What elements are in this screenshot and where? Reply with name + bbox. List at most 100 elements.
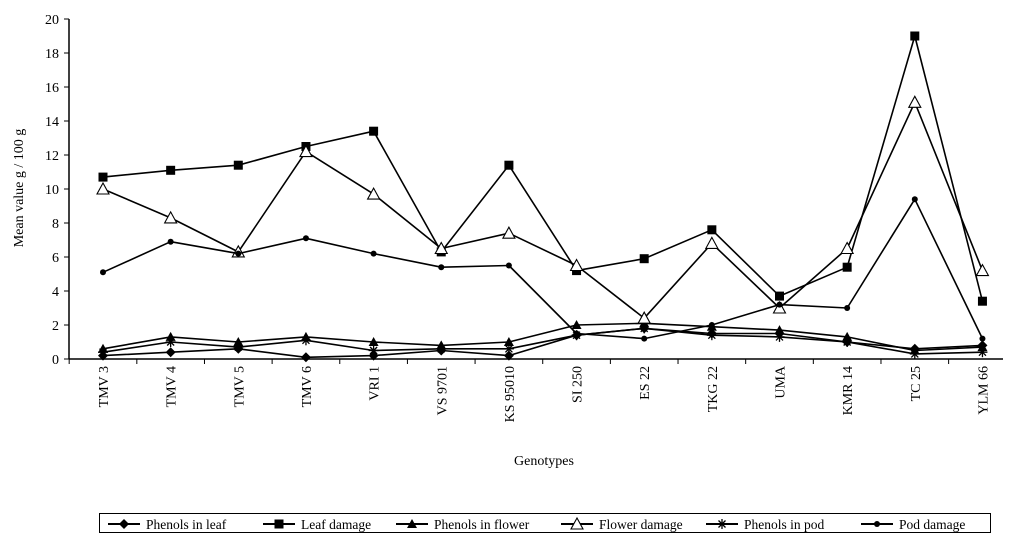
y-axis-label: Mean value g / 100 g	[12, 129, 27, 248]
data-point-flower-damage	[434, 241, 449, 255]
data-point-pod-damage	[573, 330, 580, 337]
y-tick-label: 8	[52, 217, 59, 232]
data-point-leaf-damage	[977, 296, 987, 306]
data-point-pod-damage	[505, 262, 512, 269]
legend-marker-pod-damage	[874, 521, 880, 527]
legend-entry-leaf-damage: Leaf damage	[263, 517, 371, 532]
data-point-phenols-in-pod	[977, 347, 988, 358]
data-point-phenols-in-pod	[233, 342, 244, 353]
data-point-flower-damage	[704, 236, 719, 249]
legend-label: Phenols in flower	[434, 517, 530, 532]
data-point-phenols-in-pod	[300, 335, 311, 346]
x-tick-label: UMA	[774, 365, 789, 399]
data-point-phenols-in-pod	[503, 343, 514, 354]
legend-entry-phenols-in-leaf: Phenols in leaf	[108, 517, 227, 532]
data-point-pod-damage	[235, 250, 242, 257]
x-axis-label: Genotypes	[514, 454, 574, 469]
data-point-phenols-in-leaf	[165, 347, 176, 358]
y-tick-label: 2	[52, 319, 59, 334]
data-point-leaf-damage	[842, 262, 852, 272]
series-line-phenols-in-flower	[102, 322, 983, 352]
data-point-flower-damage	[96, 181, 110, 195]
data-point-leaf-damage	[233, 160, 243, 170]
axes: 0 2 4 6 8 10 12 14 16 18 20 TMV 3 TMV 4 TMV 5 TMV 6 VRI…	[45, 13, 1003, 422]
data-point-flower-damage	[501, 226, 516, 239]
legend: Phenols in leaf Leaf damage Phenols in flo…	[99, 513, 991, 533]
data-point-phenols-in-pod	[639, 323, 650, 334]
data-point-pod-damage	[708, 322, 715, 328]
y-tick-label: 18	[45, 47, 59, 62]
x-tick-label: VS 9701	[435, 366, 450, 415]
data-point-pod-damage	[167, 238, 174, 245]
data-point-flower-damage	[569, 258, 584, 272]
x-tick-label: YLM 66	[976, 366, 991, 415]
data-point-phenols-in-flower	[571, 320, 582, 329]
data-point-flower-damage	[366, 186, 381, 200]
series-phenols-in-pod	[98, 323, 988, 359]
data-point-leaf-damage	[775, 291, 784, 301]
x-tick-label: SI 250	[571, 366, 586, 403]
data-point-phenols-in-pod	[98, 347, 108, 358]
data-point-flower-damage	[840, 241, 855, 255]
data-point-leaf-damage	[166, 165, 176, 175]
legend-entry-flower-damage: Flower damage	[561, 516, 683, 532]
series-line-leaf-damage	[102, 35, 984, 302]
x-tick-label: TMV 5	[232, 366, 247, 407]
legend-entry-phenols-in-flower: Phenols in flower	[396, 517, 530, 532]
data-point-phenols-in-flower	[503, 337, 514, 346]
legend-label: Leaf damage	[301, 517, 371, 532]
data-point-pod-damage	[776, 301, 783, 308]
x-tick-label: VRI 1	[368, 366, 383, 401]
x-tick-label: KMR 14	[841, 366, 856, 415]
legend-marker-leaf-damage	[274, 519, 284, 529]
legend-items: Phenols in leaf Leaf damage Phenols in flo…	[108, 516, 965, 532]
data-point-phenols-in-pod	[842, 337, 853, 347]
data-point-phenols-in-pod	[909, 348, 920, 359]
y-tick-label: 12	[45, 149, 59, 164]
data-point-leaf-damage	[639, 254, 649, 264]
data-point-leaf-damage	[504, 160, 514, 170]
data-point-pod-damage	[979, 335, 986, 342]
y-tick-label: 6	[52, 251, 59, 266]
x-tick-label: TC 25	[909, 366, 924, 401]
data-point-phenols-in-flower	[368, 337, 379, 346]
data-point-phenols-in-leaf	[503, 350, 514, 361]
legend-marker-flower-damage	[570, 516, 584, 530]
data-point-leaf-damage	[910, 31, 920, 41]
data-point-pod-damage	[438, 264, 445, 271]
legend-label: Phenols in leaf	[146, 517, 227, 532]
data-point-flower-damage	[637, 311, 652, 324]
data-point-pod-damage	[370, 250, 377, 257]
data-point-phenols-in-pod	[165, 337, 176, 347]
series-pod-damage	[100, 196, 986, 342]
y-tick-label: 16	[45, 81, 59, 96]
series-leaf-damage	[98, 31, 987, 306]
data-point-phenols-in-flower	[774, 325, 785, 335]
legend-label: Flower damage	[599, 517, 683, 532]
data-point-pod-damage	[302, 235, 309, 242]
y-tick-label: 20	[45, 13, 59, 28]
x-tick-label: TKG 22	[706, 366, 721, 412]
legend-entry-phenols-in-pod: Phenols in pod	[706, 517, 825, 532]
data-point-pod-damage	[641, 335, 648, 342]
x-tick-label: TMV 4	[165, 366, 180, 407]
data-point-flower-damage	[299, 144, 313, 158]
series-line-pod-damage	[102, 198, 984, 340]
data-point-phenols-in-pod	[774, 331, 785, 342]
data-point-leaf-damage	[707, 225, 717, 235]
legend-marker-phenols-in-leaf	[119, 519, 129, 529]
data-point-phenols-in-pod	[368, 345, 379, 356]
data-point-pod-damage	[911, 196, 918, 203]
data-point-pod-damage	[100, 269, 106, 276]
data-point-phenols-in-pod	[436, 343, 447, 354]
data-point-phenols-in-leaf	[300, 352, 311, 363]
series-flower-damage	[96, 95, 990, 324]
y-tick-label: 0	[52, 353, 59, 368]
legend-label: Phenols in pod	[744, 517, 825, 532]
x-tick-label: TMV 3	[97, 366, 112, 407]
x-tick-label: KS 95010	[503, 366, 518, 422]
series-line-phenols-in-pod	[102, 327, 983, 355]
data-point-flower-damage	[907, 95, 922, 108]
legend-entry-pod-damage: Pod damage	[861, 517, 965, 532]
